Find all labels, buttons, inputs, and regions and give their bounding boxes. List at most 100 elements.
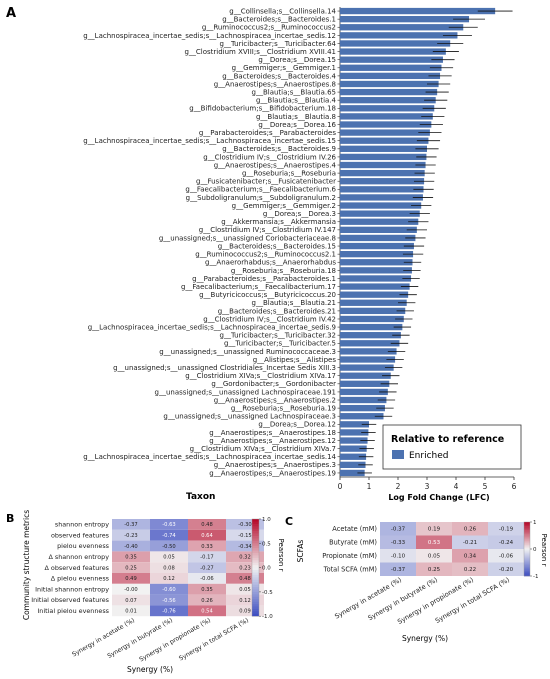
bar-32 bbox=[340, 267, 412, 274]
bar-52 bbox=[340, 429, 369, 436]
bar-7 bbox=[340, 64, 442, 71]
bar-25 bbox=[340, 210, 420, 217]
y-tick-label-28: g__unassigned;s__unassigned Coriobacteri… bbox=[159, 234, 336, 242]
bar-46 bbox=[340, 380, 390, 387]
colorbar-segment bbox=[524, 538, 530, 540]
y-tick-label-48: g__Anaerostipes;s__Anaerostipes.2 bbox=[214, 396, 336, 404]
heat-cell bbox=[188, 583, 226, 595]
y-tick-label-3: g__Lachnospiracea_incertae_sedis;s__Lach… bbox=[83, 32, 336, 40]
bar-36 bbox=[340, 299, 407, 306]
bar-chart-xlabel: Log Fold Change (LFC) bbox=[388, 493, 489, 502]
y-tick-label-36: g__Blautia;s__Blautia.21 bbox=[252, 299, 337, 307]
colorbar-segment bbox=[252, 591, 259, 595]
bar-57 bbox=[340, 469, 365, 477]
y-tick-label-15: g__Parabacteroides;s__Parabacteroides bbox=[199, 129, 336, 137]
heat-cell bbox=[188, 551, 226, 563]
heatmap-community-ylabel: Community structure metrics bbox=[22, 510, 31, 620]
heat-cell-label: 0.32 bbox=[239, 555, 251, 561]
colorbar-segment bbox=[524, 530, 530, 532]
y-tick-label-27: g__Clostridium IV;s__Clostridium IV.147 bbox=[199, 226, 336, 234]
colorbar-segment bbox=[252, 555, 259, 559]
colorbar-segment bbox=[252, 589, 259, 593]
heat-cell bbox=[112, 540, 150, 552]
colorbar-segment bbox=[252, 548, 259, 551]
x-tick-label: 6 bbox=[512, 482, 517, 491]
y-tick-label-23: g__Subdoligranulum;s__Subdoligranulum.2 bbox=[186, 194, 336, 202]
heat-cell-label: 0.25 bbox=[125, 565, 137, 571]
colorbar-segment bbox=[252, 557, 259, 561]
colorbar-segment bbox=[524, 567, 530, 570]
bar-21 bbox=[340, 178, 425, 185]
colorbar-segment bbox=[524, 563, 530, 566]
colorbar-tick-label: -1.0 bbox=[262, 614, 273, 620]
colorbar-segment bbox=[524, 524, 530, 527]
heat-cell bbox=[112, 573, 150, 584]
bar-4 bbox=[340, 40, 451, 47]
colorbar-segment bbox=[524, 546, 530, 548]
colorbar-segment bbox=[524, 542, 530, 544]
bar-12 bbox=[340, 105, 435, 112]
colorbar-segment bbox=[252, 606, 259, 610]
bar-0 bbox=[340, 7, 496, 15]
heat-cell-label: 0.23 bbox=[239, 565, 251, 571]
legend-title: Relative to reference bbox=[391, 434, 504, 445]
bar-37 bbox=[340, 307, 406, 315]
y-tick-label-21: g__Fusicatenibacter;s__Fusicatenibacter bbox=[196, 178, 336, 186]
bar-45 bbox=[340, 372, 391, 379]
y-tick-label-13: g__Blautia;s__Blautia.8 bbox=[256, 113, 336, 121]
heat-cell bbox=[226, 519, 264, 530]
colorbar-segment bbox=[252, 540, 259, 544]
y-tick-label-41: g__Turicibacter;s__Turicibacter.5 bbox=[224, 340, 336, 348]
heat-cell bbox=[112, 605, 150, 617]
heat-cell-label: 0.64 bbox=[201, 533, 213, 539]
y-tick-label-53: g__Anaerostipes;s__Anaerostipes.12 bbox=[209, 437, 336, 445]
colorbar-segment bbox=[252, 587, 259, 590]
x-tick-label: 0 bbox=[338, 482, 343, 491]
x-tick-label: 2 bbox=[396, 482, 401, 491]
heat-cell-label: 0.48 bbox=[201, 522, 213, 528]
colorbar-segment bbox=[524, 547, 530, 550]
y-tick-label-39: g__Lachnospiracea_incertae_sedis;s__Lach… bbox=[88, 323, 336, 331]
heat-cell bbox=[488, 522, 524, 536]
x-tick-label: 3 bbox=[425, 482, 430, 491]
bar-55 bbox=[340, 453, 367, 460]
y-tick-label-25: g__Dorea;s__Dorea.3 bbox=[263, 210, 336, 218]
y-tick-label-31: g__Anaerorhabdus;s__Anaerorhabdus bbox=[205, 259, 336, 267]
heat-cell bbox=[112, 594, 150, 606]
colorbar-segment bbox=[524, 549, 530, 551]
heat-cell bbox=[226, 540, 264, 552]
colorbar-segment bbox=[252, 611, 259, 615]
colorbar-segment bbox=[524, 551, 530, 554]
bar-19 bbox=[340, 161, 426, 169]
heat-cell bbox=[112, 583, 150, 595]
colorbar-segment bbox=[524, 543, 530, 546]
panel-label-b: B bbox=[6, 512, 14, 525]
heat-cell-label: -0.33 bbox=[391, 540, 406, 546]
colorbar-segment bbox=[252, 536, 259, 539]
heat-cell-label: -0.37 bbox=[124, 522, 137, 528]
y-tick-label-12: g__Bifidobacterium;s__Bifidobacterium.18 bbox=[189, 105, 336, 113]
heat-cell-label: 0.53 bbox=[428, 540, 441, 546]
heat-cell bbox=[226, 551, 264, 563]
y-tick-label-29: g__Bacteroides;s__Bacteroides.15 bbox=[218, 242, 336, 250]
colorbar-segment bbox=[524, 559, 530, 562]
colorbar-segment bbox=[524, 535, 530, 538]
colorbar-segment bbox=[252, 596, 259, 600]
bar-3 bbox=[340, 32, 458, 39]
bar-39 bbox=[340, 323, 403, 331]
x-tick-label: 1 bbox=[367, 482, 372, 491]
heat-cell-label: -0.34 bbox=[238, 544, 252, 550]
colorbar-segment bbox=[252, 579, 259, 583]
y-tick-label-7: g__Gemmiger;s__Gemmiger.1 bbox=[232, 64, 336, 72]
heat-cell bbox=[416, 535, 452, 549]
heat-cell bbox=[188, 594, 226, 606]
bar-10 bbox=[340, 88, 438, 96]
heat-cell-label: -0.10 bbox=[391, 554, 406, 560]
heat-cell-label: 0.33 bbox=[201, 544, 213, 550]
colorbar-segment bbox=[252, 538, 259, 542]
y-tick-label-18: g__Clostridium IV;s__Clostridium IV.26 bbox=[203, 153, 336, 161]
y-tick-label-33: g__Parabacteroides;s__Parabacteroides.1 bbox=[192, 275, 336, 283]
colorbar-segment bbox=[252, 562, 259, 566]
colorbar-segment bbox=[252, 545, 259, 549]
colorbar-segment bbox=[252, 528, 259, 532]
